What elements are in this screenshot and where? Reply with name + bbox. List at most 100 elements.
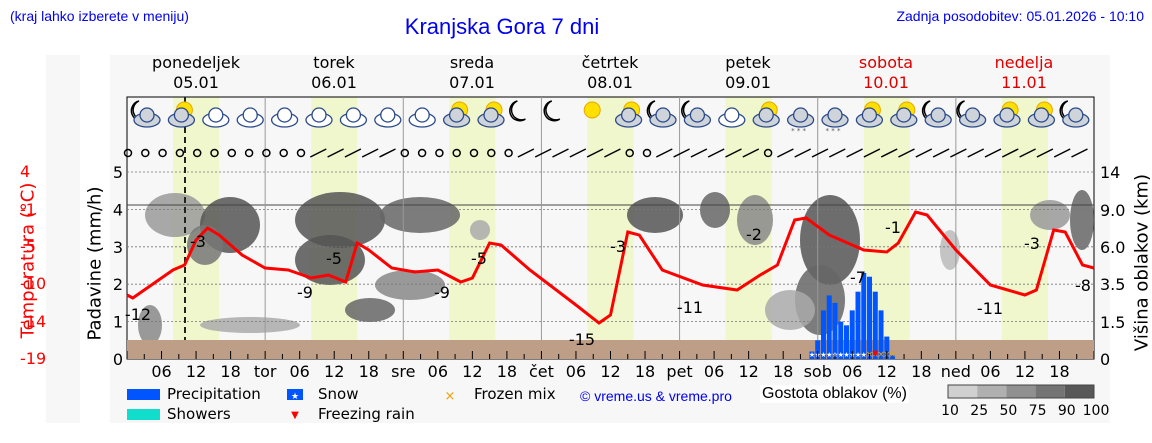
cloud-density-swatch — [1006, 385, 1036, 398]
precipitation-bar — [832, 302, 838, 359]
cloud-height-tick: 14 — [1100, 163, 1120, 182]
legend-showers-label: Showers — [167, 405, 231, 423]
freezing-rain-icon: ▼ — [291, 410, 299, 421]
day-header: torek 06.01 — [274, 53, 394, 93]
moon-cloud-icon — [681, 100, 712, 128]
wind-barb-icon — [534, 148, 552, 158]
temperature-extreme-label: -3 — [190, 232, 206, 251]
wind-calm-icon — [417, 148, 427, 158]
cloud-density-swatch — [948, 385, 978, 398]
svg-text:×: × — [889, 350, 897, 360]
sun-cloud-icon — [614, 101, 643, 128]
x-tick: 18 — [911, 362, 931, 381]
wind-calm-icon — [227, 148, 237, 158]
cloud-density-tick: 90 — [1058, 403, 1076, 419]
wind-calm-icon — [625, 148, 634, 158]
x-tick: 06 — [980, 362, 1000, 381]
x-tick: 06 — [842, 362, 862, 381]
wind-barb-icon — [569, 148, 587, 158]
day-header: ponedeljek 05.01 — [136, 53, 256, 93]
x-tick: 12 — [738, 362, 758, 381]
x-tick: 12 — [462, 362, 482, 381]
temperature-extreme-label: -15 — [569, 330, 595, 349]
cloud-density-blob — [1070, 190, 1094, 250]
x-tick: 18 — [773, 362, 793, 381]
wind-barb-icon — [1053, 148, 1071, 158]
wind-barb-icon — [932, 148, 950, 158]
wind-barb-icon — [828, 148, 846, 158]
cloud-density-blob — [375, 270, 445, 300]
sun-cloud-icon — [855, 101, 884, 128]
wind-calm-icon — [763, 148, 773, 158]
temperature-extreme-label: -1 — [885, 218, 901, 237]
temperature-extreme-label: -9 — [297, 283, 313, 302]
cloud-density-blob — [1030, 200, 1070, 230]
snow-icon: ★ — [291, 392, 299, 402]
x-tick: ned — [941, 362, 971, 381]
precipitation-bar — [826, 295, 832, 359]
temperature-tick: -10 — [20, 274, 47, 293]
wind-barb-icon — [1071, 148, 1088, 158]
cloud-icon — [202, 107, 230, 128]
cloud-height-axis-label: Višina oblakov (km) — [1131, 173, 1152, 352]
temperature-tick: 4 — [20, 162, 31, 181]
svg-text:★: ★ — [820, 351, 826, 359]
cloud-density-label: Gostota oblakov (%) — [760, 385, 909, 403]
precipitation-bar — [861, 272, 867, 359]
wind-calm-icon — [175, 148, 185, 158]
legend-precipitation-label: Precipitation — [167, 385, 261, 403]
x-tick: 18 — [359, 362, 379, 381]
wind-barb-icon — [690, 148, 708, 158]
svg-text:★: ★ — [855, 351, 861, 359]
precipitation-bar — [855, 291, 861, 359]
sun-cloud-icon — [442, 101, 471, 128]
precipitation-bar — [884, 336, 890, 359]
wind-barb-icon — [1036, 148, 1054, 158]
wind-calm-icon — [435, 148, 444, 158]
day-name: sobota — [858, 53, 914, 72]
wind-barb-icon — [604, 148, 621, 158]
sun-cloud-icon — [477, 101, 505, 128]
wind-calm-icon — [400, 148, 410, 158]
last-update: Zadnja posodobitev: 05.01.2026 - 10:10 — [896, 8, 1144, 24]
day-date: 08.01 — [587, 73, 633, 92]
wind-barb-icon — [880, 148, 898, 158]
wind-barb-icon — [309, 148, 327, 158]
x-tick: 12 — [186, 362, 206, 381]
x-tick: 12 — [877, 362, 897, 381]
precipitation-bar — [838, 321, 844, 359]
day-name: nedelja — [994, 53, 1054, 72]
day-header: nedelja 11.01 — [964, 53, 1084, 93]
x-tick: tor — [254, 362, 277, 381]
temperature-tick: -1 — [20, 200, 36, 219]
svg-text:* * *: * * * — [791, 127, 806, 135]
wind-barb-icon — [725, 148, 742, 158]
wind-barb-icon — [742, 148, 760, 158]
x-tick: 12 — [1015, 362, 1035, 381]
x-tick: 12 — [600, 362, 620, 381]
sun-icon — [583, 101, 601, 119]
cloud-density-swatch — [1035, 385, 1065, 398]
wind-barb-icon — [898, 148, 915, 158]
snow-swatch — [287, 389, 303, 400]
wind-calm-icon — [262, 148, 271, 158]
moon-cloud-icon — [1059, 100, 1090, 128]
cloud-height-tick: 1.5 — [1100, 313, 1125, 332]
cloud-height-tick: 6.0 — [1100, 238, 1125, 257]
wind-barb-icon — [777, 148, 794, 158]
precipitation-bar — [809, 351, 815, 359]
x-tick: 06 — [151, 362, 171, 381]
cloud-icon — [305, 107, 333, 128]
wind-barb-icon — [327, 148, 344, 158]
x-tick: 06 — [428, 362, 448, 381]
x-tick: sre — [391, 362, 415, 381]
wind-calm-icon — [141, 148, 150, 158]
location-menu-hint[interactable]: (kraj lahko izberete v meniju) — [10, 8, 189, 24]
wind-calm-icon — [210, 148, 219, 158]
x-tick: 18 — [635, 362, 655, 381]
wind-barb-icon — [915, 148, 933, 158]
copyright-link[interactable]: © vreme.us & vreme.pro — [580, 388, 732, 404]
precip-tick: 0 — [113, 350, 123, 369]
day-date: 06.01 — [311, 73, 357, 92]
